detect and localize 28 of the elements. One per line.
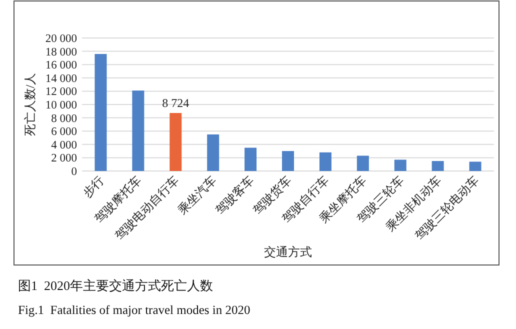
y-tick-label: 20 000 xyxy=(45,33,78,45)
y-tick-label: 14 000 xyxy=(45,72,78,85)
caption: Fig.1 Fatalities of major travel modes in 2020 xyxy=(18,303,250,317)
x-axis-title: 交通方式 xyxy=(264,245,312,259)
bar xyxy=(132,90,144,171)
bar xyxy=(170,112,182,171)
bar xyxy=(94,54,107,171)
y-tick-label: 18 000 xyxy=(45,46,78,58)
caption: 图1 2020年主要交通方式死亡人数 xyxy=(18,278,213,293)
bar xyxy=(244,148,257,171)
bar xyxy=(394,160,406,171)
x-tick-label: 步行 xyxy=(80,173,107,200)
y-tick-label: 2 000 xyxy=(51,152,78,165)
y-tick-label: 0 xyxy=(71,166,78,178)
y-tick-label: 6 000 xyxy=(51,126,78,138)
bar xyxy=(207,134,220,171)
y-tick-label: 8 000 xyxy=(51,112,78,125)
bar xyxy=(282,151,294,171)
bar xyxy=(432,161,444,171)
bar xyxy=(319,152,332,171)
y-tick-label: 16 000 xyxy=(45,60,78,72)
bar xyxy=(469,162,482,171)
y-tick-label: 12 000 xyxy=(45,86,78,98)
y-tick-label: 4 000 xyxy=(51,139,78,152)
y-tick-label: 10 000 xyxy=(45,100,78,112)
y-axis-title: 死亡人数/人 xyxy=(23,72,37,136)
bar xyxy=(356,156,369,171)
data-label: 8 724 xyxy=(162,96,190,110)
